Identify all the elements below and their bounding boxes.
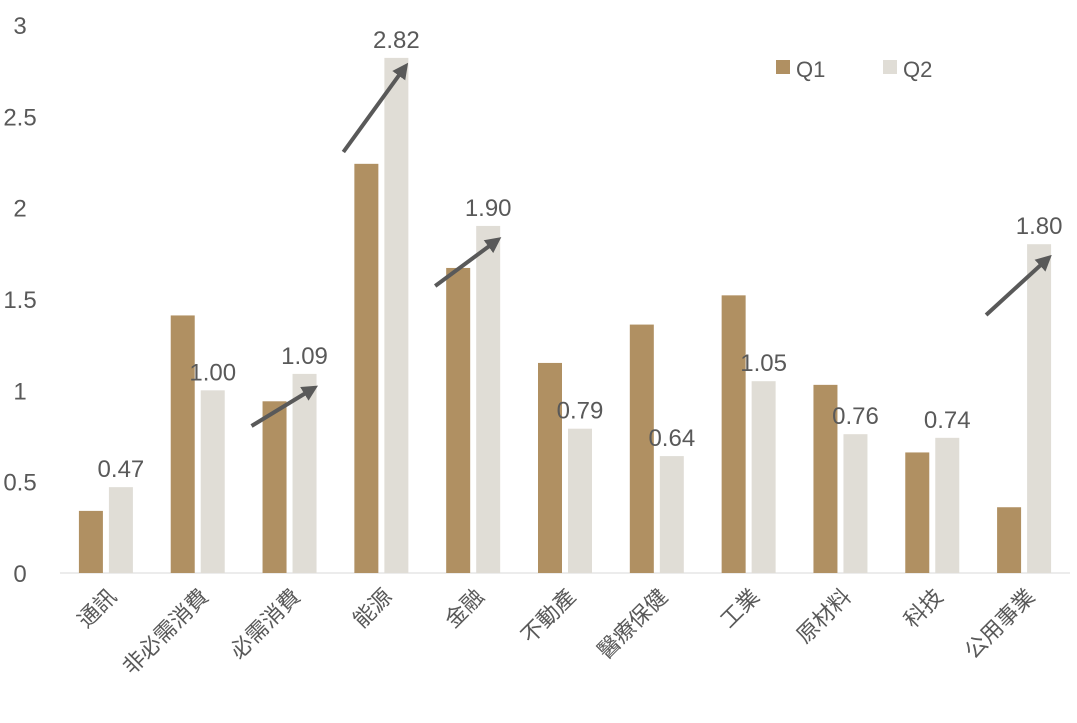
data-label: 1.05 <box>740 350 787 377</box>
trend-arrow-icon <box>250 385 319 428</box>
x-tick-label: 必需消費 <box>225 584 305 664</box>
x-tick-label: 能源 <box>348 584 397 633</box>
bar-q2 <box>751 381 776 573</box>
y-tick-label: 0 <box>13 561 26 588</box>
bar-q2 <box>384 57 409 573</box>
x-tick-label: 原材料 <box>792 584 856 648</box>
bar-q1 <box>813 384 838 573</box>
bar-q2 <box>568 428 592 573</box>
bar-q2 <box>476 225 501 573</box>
data-label: 0.74 <box>924 407 971 434</box>
bar-q2 <box>659 456 684 573</box>
data-label: 1.09 <box>281 343 328 370</box>
bar-q2 <box>935 437 960 573</box>
bar-q1 <box>78 510 103 573</box>
bar-q2 <box>843 434 868 573</box>
bar-q1 <box>446 267 471 573</box>
y-tick-label: 0.5 <box>3 470 36 497</box>
y-tick-label: 2.5 <box>3 104 36 131</box>
data-label: 0.79 <box>557 398 604 425</box>
bar-q2 <box>292 373 317 573</box>
y-tick-label: 1.5 <box>3 287 36 314</box>
data-label: 1.90 <box>465 195 512 222</box>
trend-arrow-icon <box>984 254 1052 317</box>
bar-q2 <box>108 487 133 573</box>
data-label: 1.80 <box>1016 213 1063 240</box>
data-label: 0.47 <box>98 456 145 483</box>
bar-q1 <box>629 324 654 573</box>
legend-swatch-q1 <box>776 60 790 74</box>
bar-q1 <box>170 315 195 573</box>
legend-swatch-q2 <box>883 60 897 74</box>
legend-label-q2: Q2 <box>903 57 932 82</box>
x-tick-label: 科技 <box>899 584 948 633</box>
x-tick-label: 金融 <box>440 584 489 633</box>
x-tick-label: 工業 <box>715 584 764 633</box>
data-label: 2.82 <box>373 27 420 54</box>
y-tick-label: 2 <box>13 196 26 223</box>
bar-q1 <box>354 163 379 573</box>
bar-q1 <box>997 507 1022 573</box>
bar-q1 <box>538 362 562 573</box>
x-tick-label: 通訊 <box>73 584 122 633</box>
x-tick-label: 公用事業 <box>960 584 1040 664</box>
data-label: 0.64 <box>648 425 695 452</box>
x-tick-label: 非必需消費 <box>118 584 213 679</box>
data-label: 0.76 <box>832 403 879 430</box>
trend-arrow-icon <box>341 62 409 154</box>
x-tick-label: 不動產 <box>516 584 580 648</box>
bar-q1 <box>721 295 746 573</box>
bar-q2 <box>1027 244 1052 573</box>
legend-label-q1: Q1 <box>796 57 825 82</box>
x-tick-label: 醫療保健 <box>592 584 672 664</box>
bar-q1 <box>262 401 287 573</box>
bar-q2 <box>200 390 225 573</box>
y-tick-label: 3 <box>13 13 26 40</box>
bar-q1 <box>905 452 930 573</box>
trend-arrow-icon <box>433 237 502 288</box>
data-label: 1.00 <box>189 359 236 386</box>
y-tick-label: 1 <box>13 378 26 405</box>
